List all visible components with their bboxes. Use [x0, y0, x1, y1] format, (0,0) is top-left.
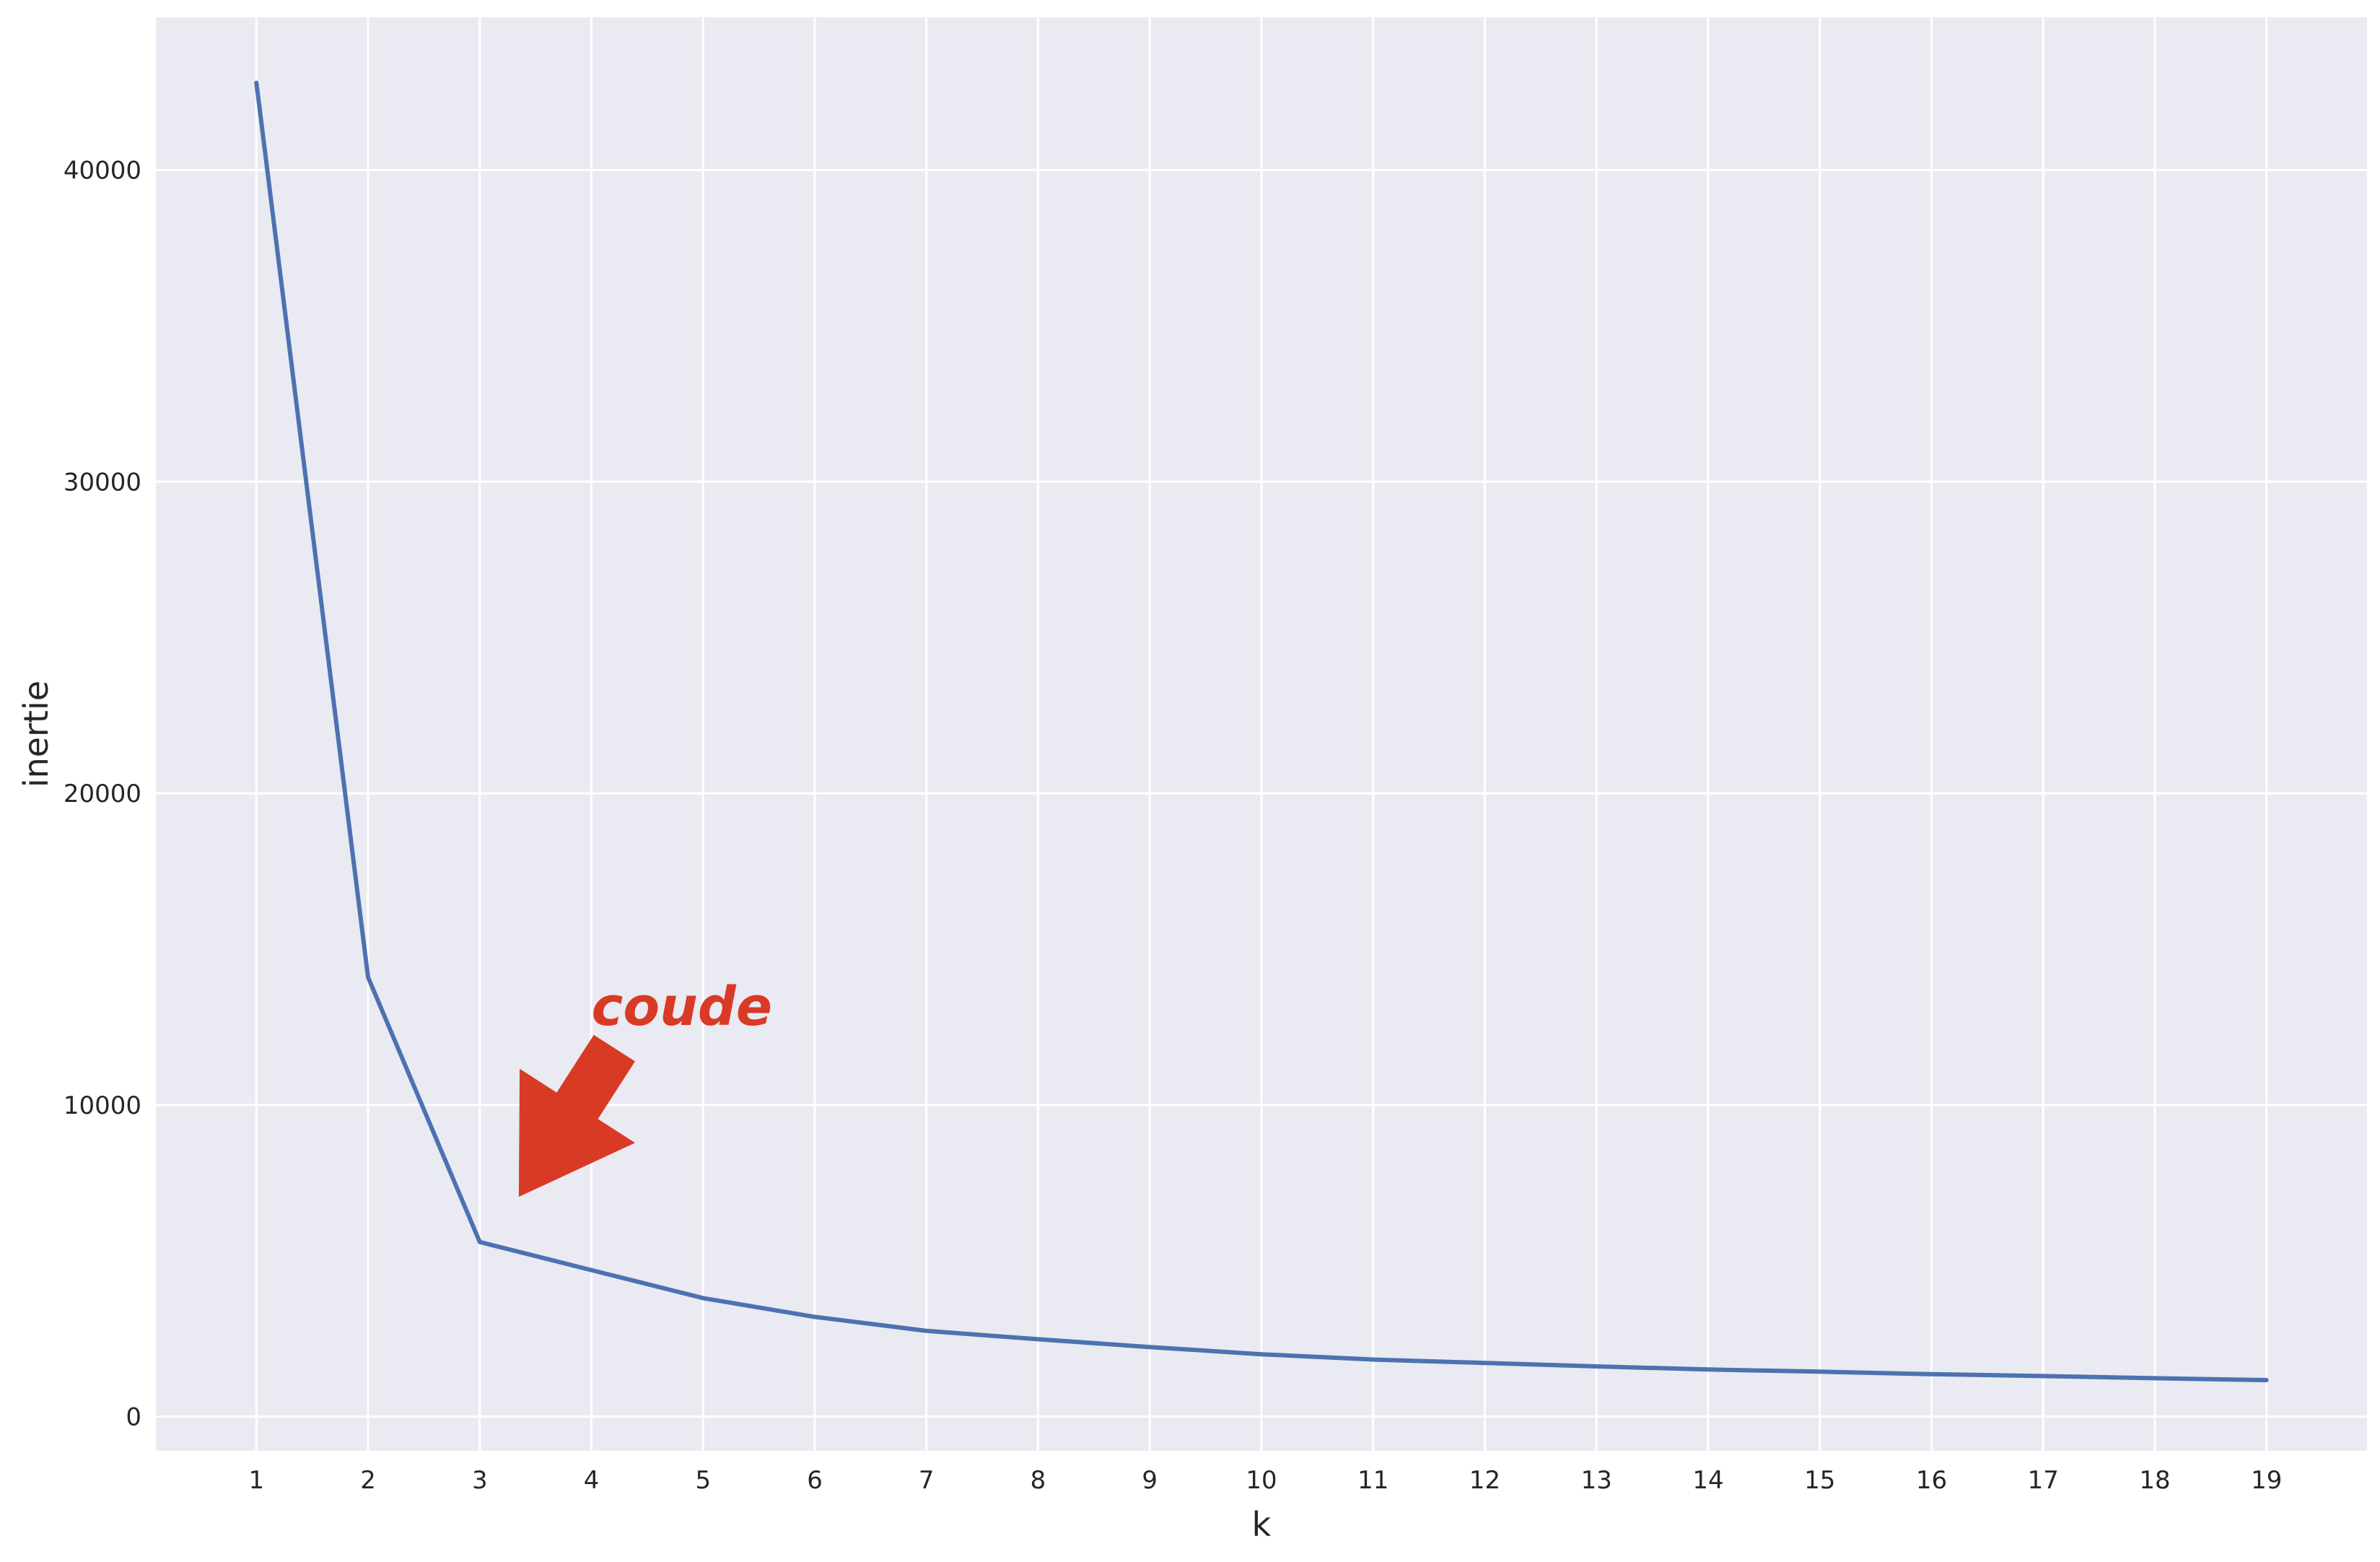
x-tick-label: 19	[2251, 1466, 2282, 1495]
annotation-arrow	[518, 1034, 635, 1197]
series-line	[254, 80, 2269, 1382]
x-tick-label: 9	[1142, 1466, 1158, 1495]
grid	[156, 17, 2367, 1451]
y-tick-label: 40000	[64, 157, 141, 186]
x-tick-label: 6	[807, 1466, 823, 1495]
x-tick-label: 15	[1804, 1466, 1835, 1495]
x-tick-label: 18	[2139, 1466, 2170, 1495]
y-tick-label: 0	[126, 1403, 141, 1432]
y-tick-label: 10000	[64, 1091, 141, 1120]
y-tick-label: 30000	[64, 468, 141, 497]
series	[254, 80, 2269, 1382]
x-tick-label: 5	[695, 1466, 711, 1495]
tick-labels: 1 2 3 4 5 6 7 8 9 10 11 12 13 14 15 16 17 18 1901000020000…	[64, 157, 2283, 1495]
annotation-label: coude	[592, 976, 773, 1038]
x-tick-label: 10	[1246, 1466, 1277, 1495]
x-tick-label: 1	[248, 1466, 264, 1495]
y-tick-label: 20000	[64, 780, 141, 808]
annotation: coude	[518, 976, 773, 1197]
x-tick-label: 12	[1469, 1466, 1500, 1495]
x-tick-label: 7	[919, 1466, 935, 1495]
x-tick-label: 14	[1692, 1466, 1723, 1495]
x-tick-label: 17	[2028, 1466, 2059, 1495]
x-tick-label: 16	[1916, 1466, 1947, 1495]
x-tick-label: 4	[584, 1466, 600, 1495]
x-axis-label: k	[1252, 1505, 1272, 1544]
x-tick-label: 8	[1031, 1466, 1046, 1495]
y-axis-label: inertie	[17, 681, 56, 787]
x-tick-label: 13	[1581, 1466, 1612, 1495]
x-tick-label: 11	[1357, 1466, 1388, 1495]
x-tick-label: 3	[472, 1466, 488, 1495]
x-tick-label: 2	[360, 1466, 376, 1495]
